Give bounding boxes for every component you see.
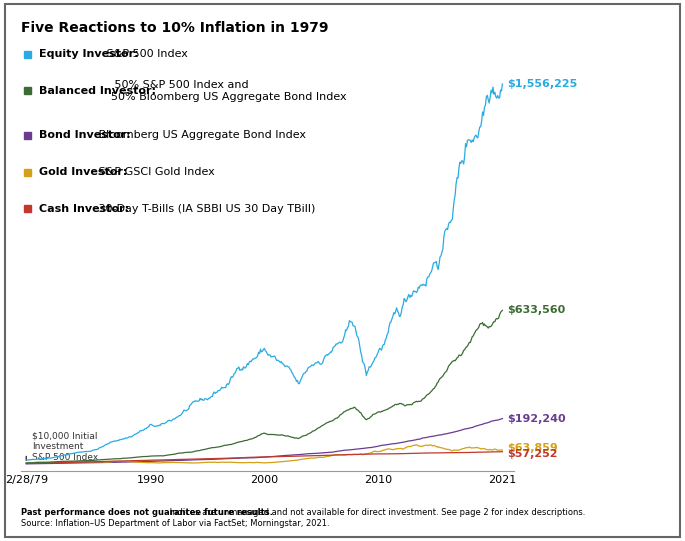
Text: S&P 500 Index: S&P 500 Index (103, 49, 188, 59)
Text: Balanced Investor:: Balanced Investor: (39, 86, 156, 96)
Text: Source: Inflation–US Department of Labor via FactSet; Morningstar, 2021.: Source: Inflation–US Department of Labor… (21, 519, 329, 528)
Text: $1,556,225: $1,556,225 (507, 79, 577, 89)
Text: Indices are unmanaged and not available for direct investment. See page 2 for in: Indices are unmanaged and not available … (167, 508, 586, 517)
Text: Gold Investor:: Gold Investor: (39, 167, 127, 177)
Text: Five Reactions to 10% Inflation in 1979: Five Reactions to 10% Inflation in 1979 (21, 21, 328, 35)
Text: Equity Investor:: Equity Investor: (39, 49, 139, 59)
Text: S&P GSCI Gold Index: S&P GSCI Gold Index (95, 167, 214, 177)
Text: Bond Investor:: Bond Investor: (39, 130, 131, 140)
Text: $633,560: $633,560 (507, 305, 565, 315)
Text: Cash Investor:: Cash Investor: (39, 204, 129, 214)
Text: 30-Day T-Bills (IA SBBI US 30 Day TBill): 30-Day T-Bills (IA SBBI US 30 Day TBill) (95, 204, 315, 214)
Text: 50% S&P 500 Index and
50% Bloomberg US Aggregate Bond Index: 50% S&P 500 Index and 50% Bloomberg US A… (111, 80, 347, 102)
Text: Bloomberg US Aggregate Bond Index: Bloomberg US Aggregate Bond Index (95, 130, 306, 140)
Text: $63,859: $63,859 (507, 443, 558, 453)
Text: $10,000 Initial
Investment
S&P 500 Index: $10,000 Initial Investment S&P 500 Index (32, 431, 98, 463)
Text: Past performance does not guarantee future results.: Past performance does not guarantee futu… (21, 508, 273, 517)
Text: $192,240: $192,240 (507, 414, 566, 424)
Text: $57,252: $57,252 (507, 448, 558, 459)
